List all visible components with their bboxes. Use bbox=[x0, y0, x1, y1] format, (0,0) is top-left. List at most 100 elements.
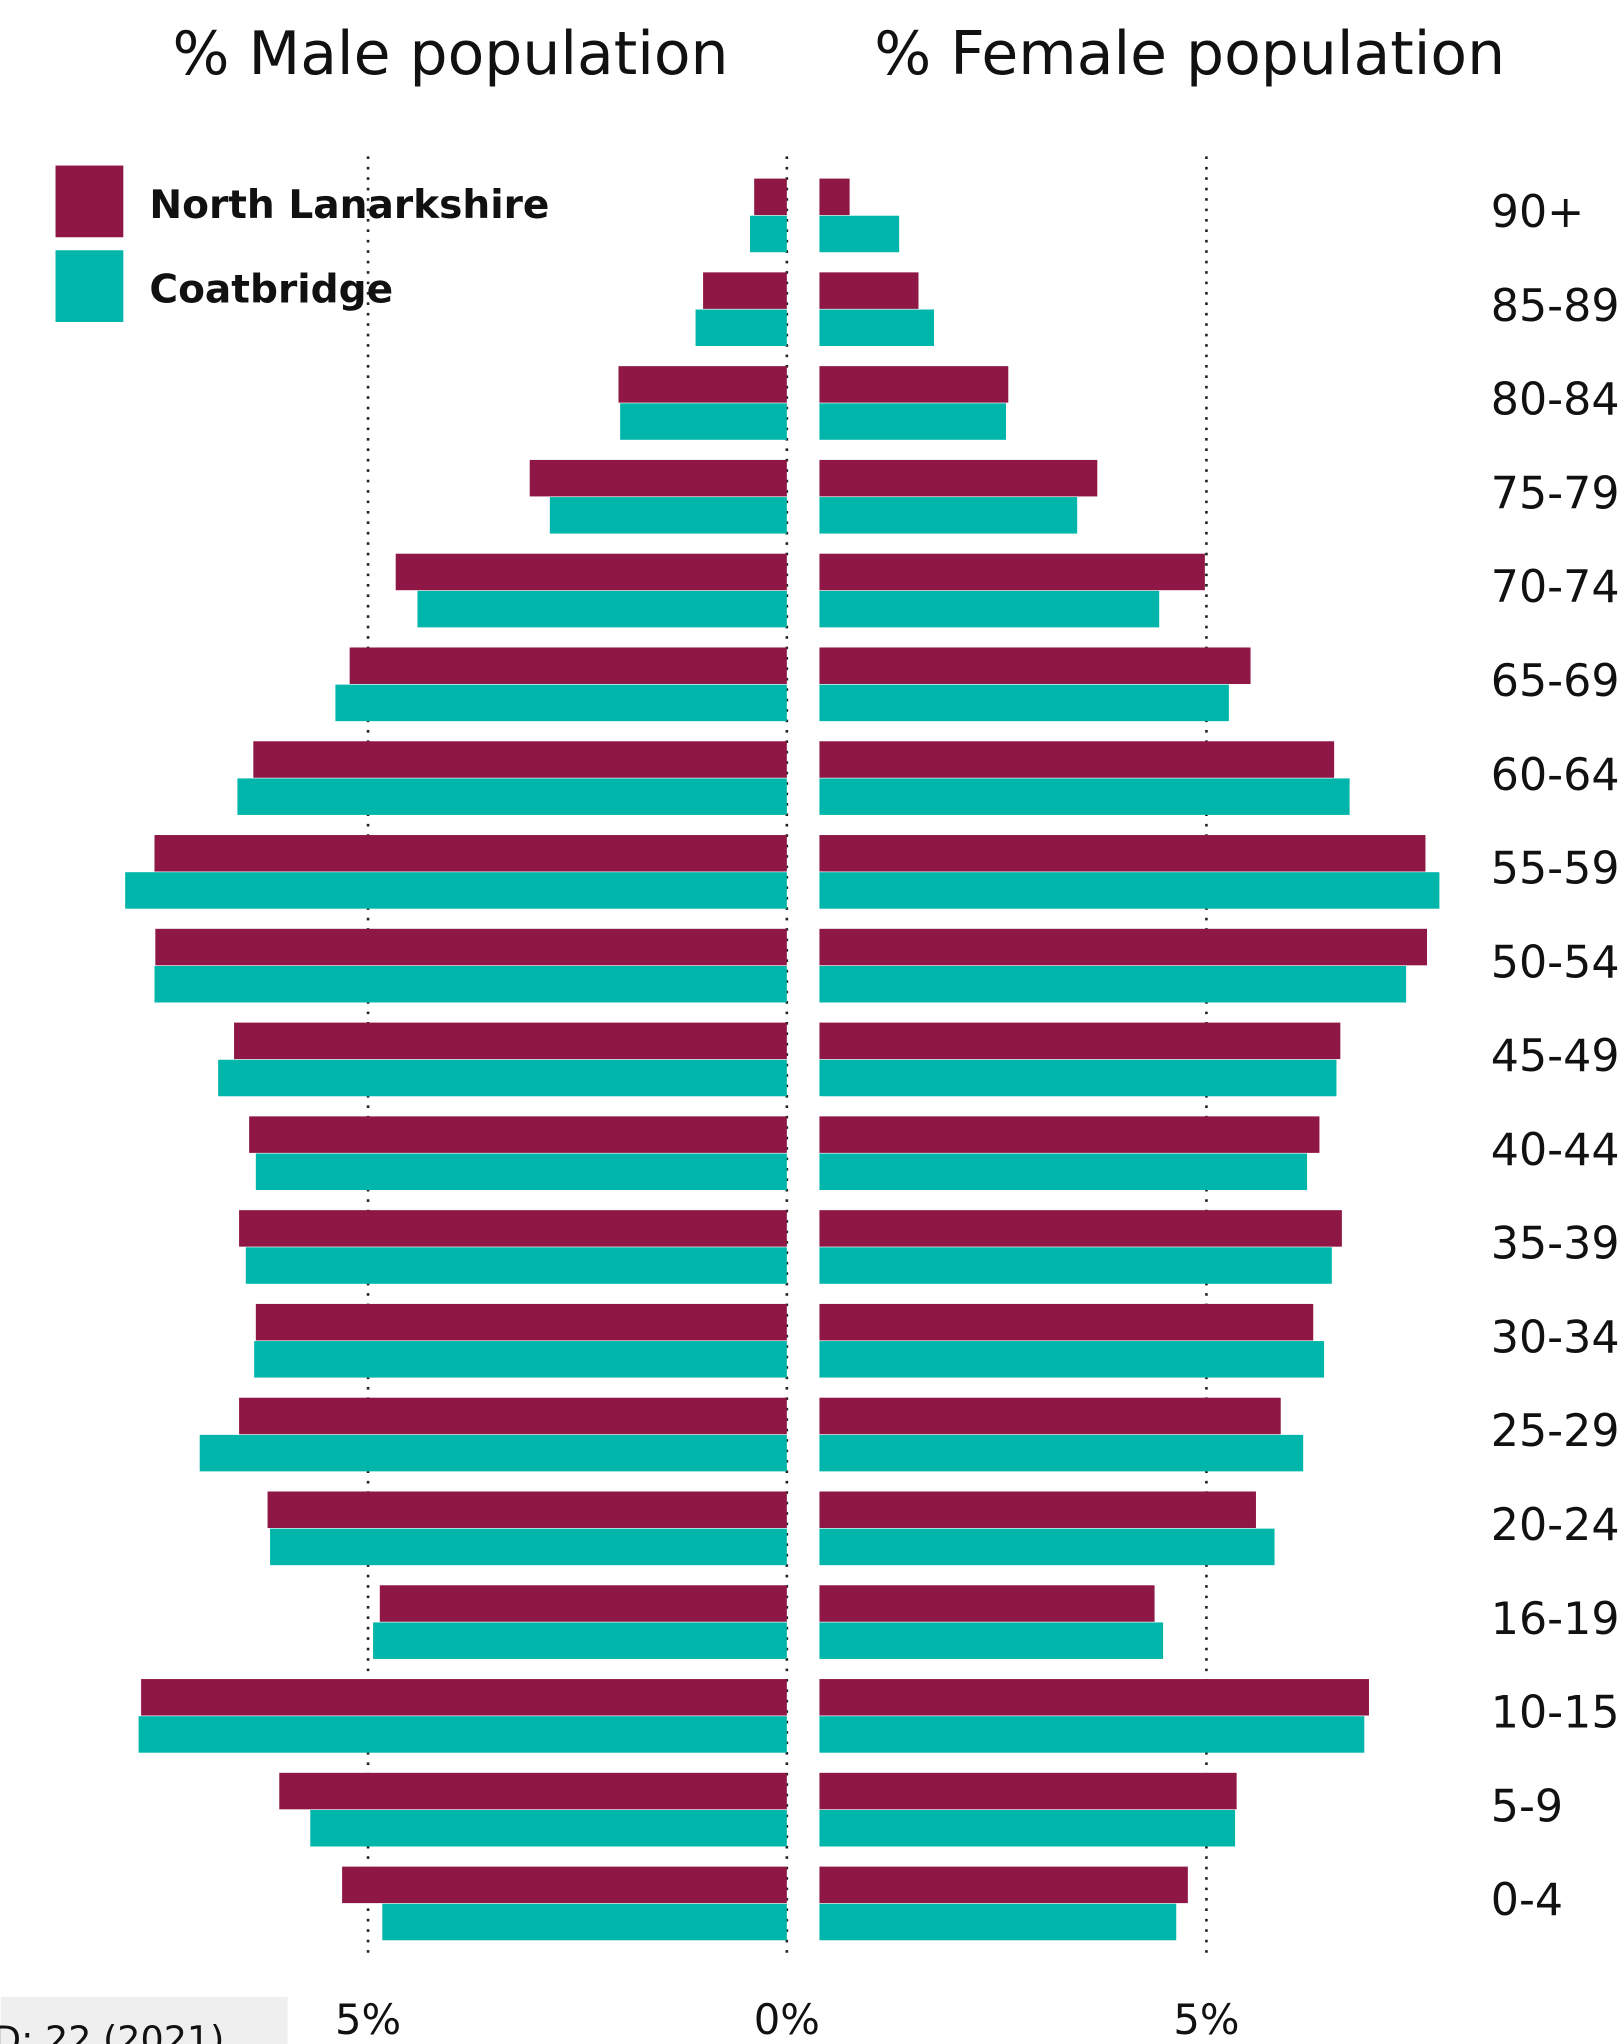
male-bar bbox=[249, 1116, 787, 1153]
female-bar bbox=[819, 1903, 1177, 1941]
male-bar bbox=[749, 215, 787, 253]
male-bar bbox=[549, 497, 787, 534]
female-bar bbox=[819, 778, 1350, 815]
female-bar bbox=[819, 1210, 1342, 1247]
category-label: 35-39 bbox=[1491, 1219, 1618, 1270]
category-label: 30-34 bbox=[1491, 1312, 1618, 1363]
male-bar bbox=[125, 872, 787, 909]
female-bar bbox=[819, 1491, 1256, 1528]
male-bar bbox=[255, 1303, 787, 1341]
category-label: 50-54 bbox=[1491, 937, 1618, 988]
female-bar bbox=[819, 1528, 1275, 1566]
legend-label: North Lanarkshire bbox=[149, 183, 549, 228]
male-bar bbox=[239, 1210, 787, 1247]
x-tick-label: 5% bbox=[1173, 1995, 1239, 2044]
female-bar bbox=[819, 215, 900, 253]
male-bar bbox=[199, 1434, 787, 1472]
female-bar bbox=[819, 178, 850, 216]
category-label: 0-4 bbox=[1491, 1875, 1563, 1926]
male-bar bbox=[270, 1528, 787, 1566]
female-bar bbox=[819, 553, 1205, 591]
male-title: % Male population bbox=[172, 19, 728, 89]
female-bar bbox=[819, 872, 1440, 909]
female-bar bbox=[819, 272, 919, 309]
male-bar bbox=[342, 1866, 787, 1904]
male-bar bbox=[335, 684, 787, 722]
female-bar bbox=[819, 1397, 1281, 1435]
legend-swatch bbox=[55, 250, 124, 322]
female-bar bbox=[819, 1585, 1155, 1622]
male-bar bbox=[255, 1153, 787, 1191]
male-bar bbox=[234, 1022, 787, 1060]
category-label: 65-69 bbox=[1491, 656, 1618, 707]
male-bar bbox=[154, 835, 787, 872]
female-bar bbox=[819, 1622, 1164, 1659]
female-bar bbox=[819, 459, 1098, 497]
female-bar bbox=[819, 1679, 1369, 1716]
male-bar bbox=[155, 928, 787, 966]
male-bar bbox=[620, 403, 787, 440]
male-bar bbox=[279, 1772, 787, 1810]
female-bar bbox=[819, 1434, 1304, 1472]
category-label: 60-64 bbox=[1491, 750, 1618, 801]
footnote: D: 22 (2021) bbox=[0, 2018, 224, 2044]
female-bar bbox=[819, 1059, 1337, 1097]
female-bar bbox=[819, 1341, 1325, 1378]
female-bar bbox=[819, 1809, 1236, 1847]
female-bar bbox=[819, 1153, 1308, 1191]
male-bar bbox=[703, 272, 787, 309]
category-label: 40-44 bbox=[1491, 1125, 1618, 1176]
male-bar bbox=[138, 1716, 787, 1753]
female-bar bbox=[819, 309, 934, 347]
male-bar bbox=[239, 1397, 787, 1435]
footnote-box bbox=[0, 1997, 288, 2044]
female-bar bbox=[819, 835, 1426, 872]
male-bar bbox=[254, 1341, 787, 1378]
male-bar bbox=[382, 1903, 787, 1941]
male-bar bbox=[417, 590, 787, 628]
female-bar bbox=[819, 590, 1160, 628]
category-label: 55-59 bbox=[1491, 844, 1618, 895]
female-bar bbox=[819, 1772, 1237, 1810]
female-bar bbox=[819, 366, 1009, 403]
female-bar bbox=[819, 1303, 1314, 1341]
male-bar bbox=[373, 1622, 787, 1659]
female-bar bbox=[819, 403, 1006, 440]
male-bar bbox=[218, 1059, 787, 1097]
male-bar bbox=[237, 778, 787, 815]
female-bar bbox=[819, 1247, 1332, 1284]
male-bar bbox=[267, 1491, 787, 1528]
female-bar bbox=[819, 647, 1251, 684]
male-bar bbox=[349, 647, 787, 684]
female-bar bbox=[819, 928, 1428, 966]
male-bar bbox=[310, 1809, 787, 1847]
legend-label: Coatbridge bbox=[149, 268, 393, 313]
female-bar bbox=[819, 965, 1407, 1003]
male-bar bbox=[253, 741, 787, 778]
category-label: 85-89 bbox=[1491, 281, 1618, 332]
female-bar bbox=[819, 1716, 1365, 1753]
female-title: % Female population bbox=[874, 19, 1505, 89]
category-label: 70-74 bbox=[1491, 562, 1618, 613]
category-label: 25-29 bbox=[1491, 1406, 1618, 1457]
category-label: 16-19 bbox=[1491, 1594, 1618, 1645]
category-label: 45-49 bbox=[1491, 1031, 1618, 1082]
category-label: 75-79 bbox=[1491, 468, 1618, 519]
category-label: 5-9 bbox=[1491, 1781, 1563, 1832]
female-bar bbox=[819, 1116, 1320, 1153]
legend-swatch bbox=[55, 165, 124, 238]
x-tick-label: 5% bbox=[335, 1995, 401, 2044]
female-bar bbox=[819, 741, 1335, 778]
female-bar bbox=[819, 684, 1229, 722]
male-bar bbox=[245, 1247, 787, 1284]
male-bar bbox=[154, 965, 787, 1003]
category-label: 90+ bbox=[1491, 187, 1585, 238]
male-bar bbox=[754, 178, 787, 216]
male-bar bbox=[695, 309, 787, 347]
male-bar bbox=[618, 366, 787, 403]
x-tick-label: 0% bbox=[754, 1995, 820, 2044]
category-label: 80-84 bbox=[1491, 375, 1618, 426]
male-bar bbox=[379, 1585, 787, 1622]
female-bar bbox=[819, 497, 1078, 534]
